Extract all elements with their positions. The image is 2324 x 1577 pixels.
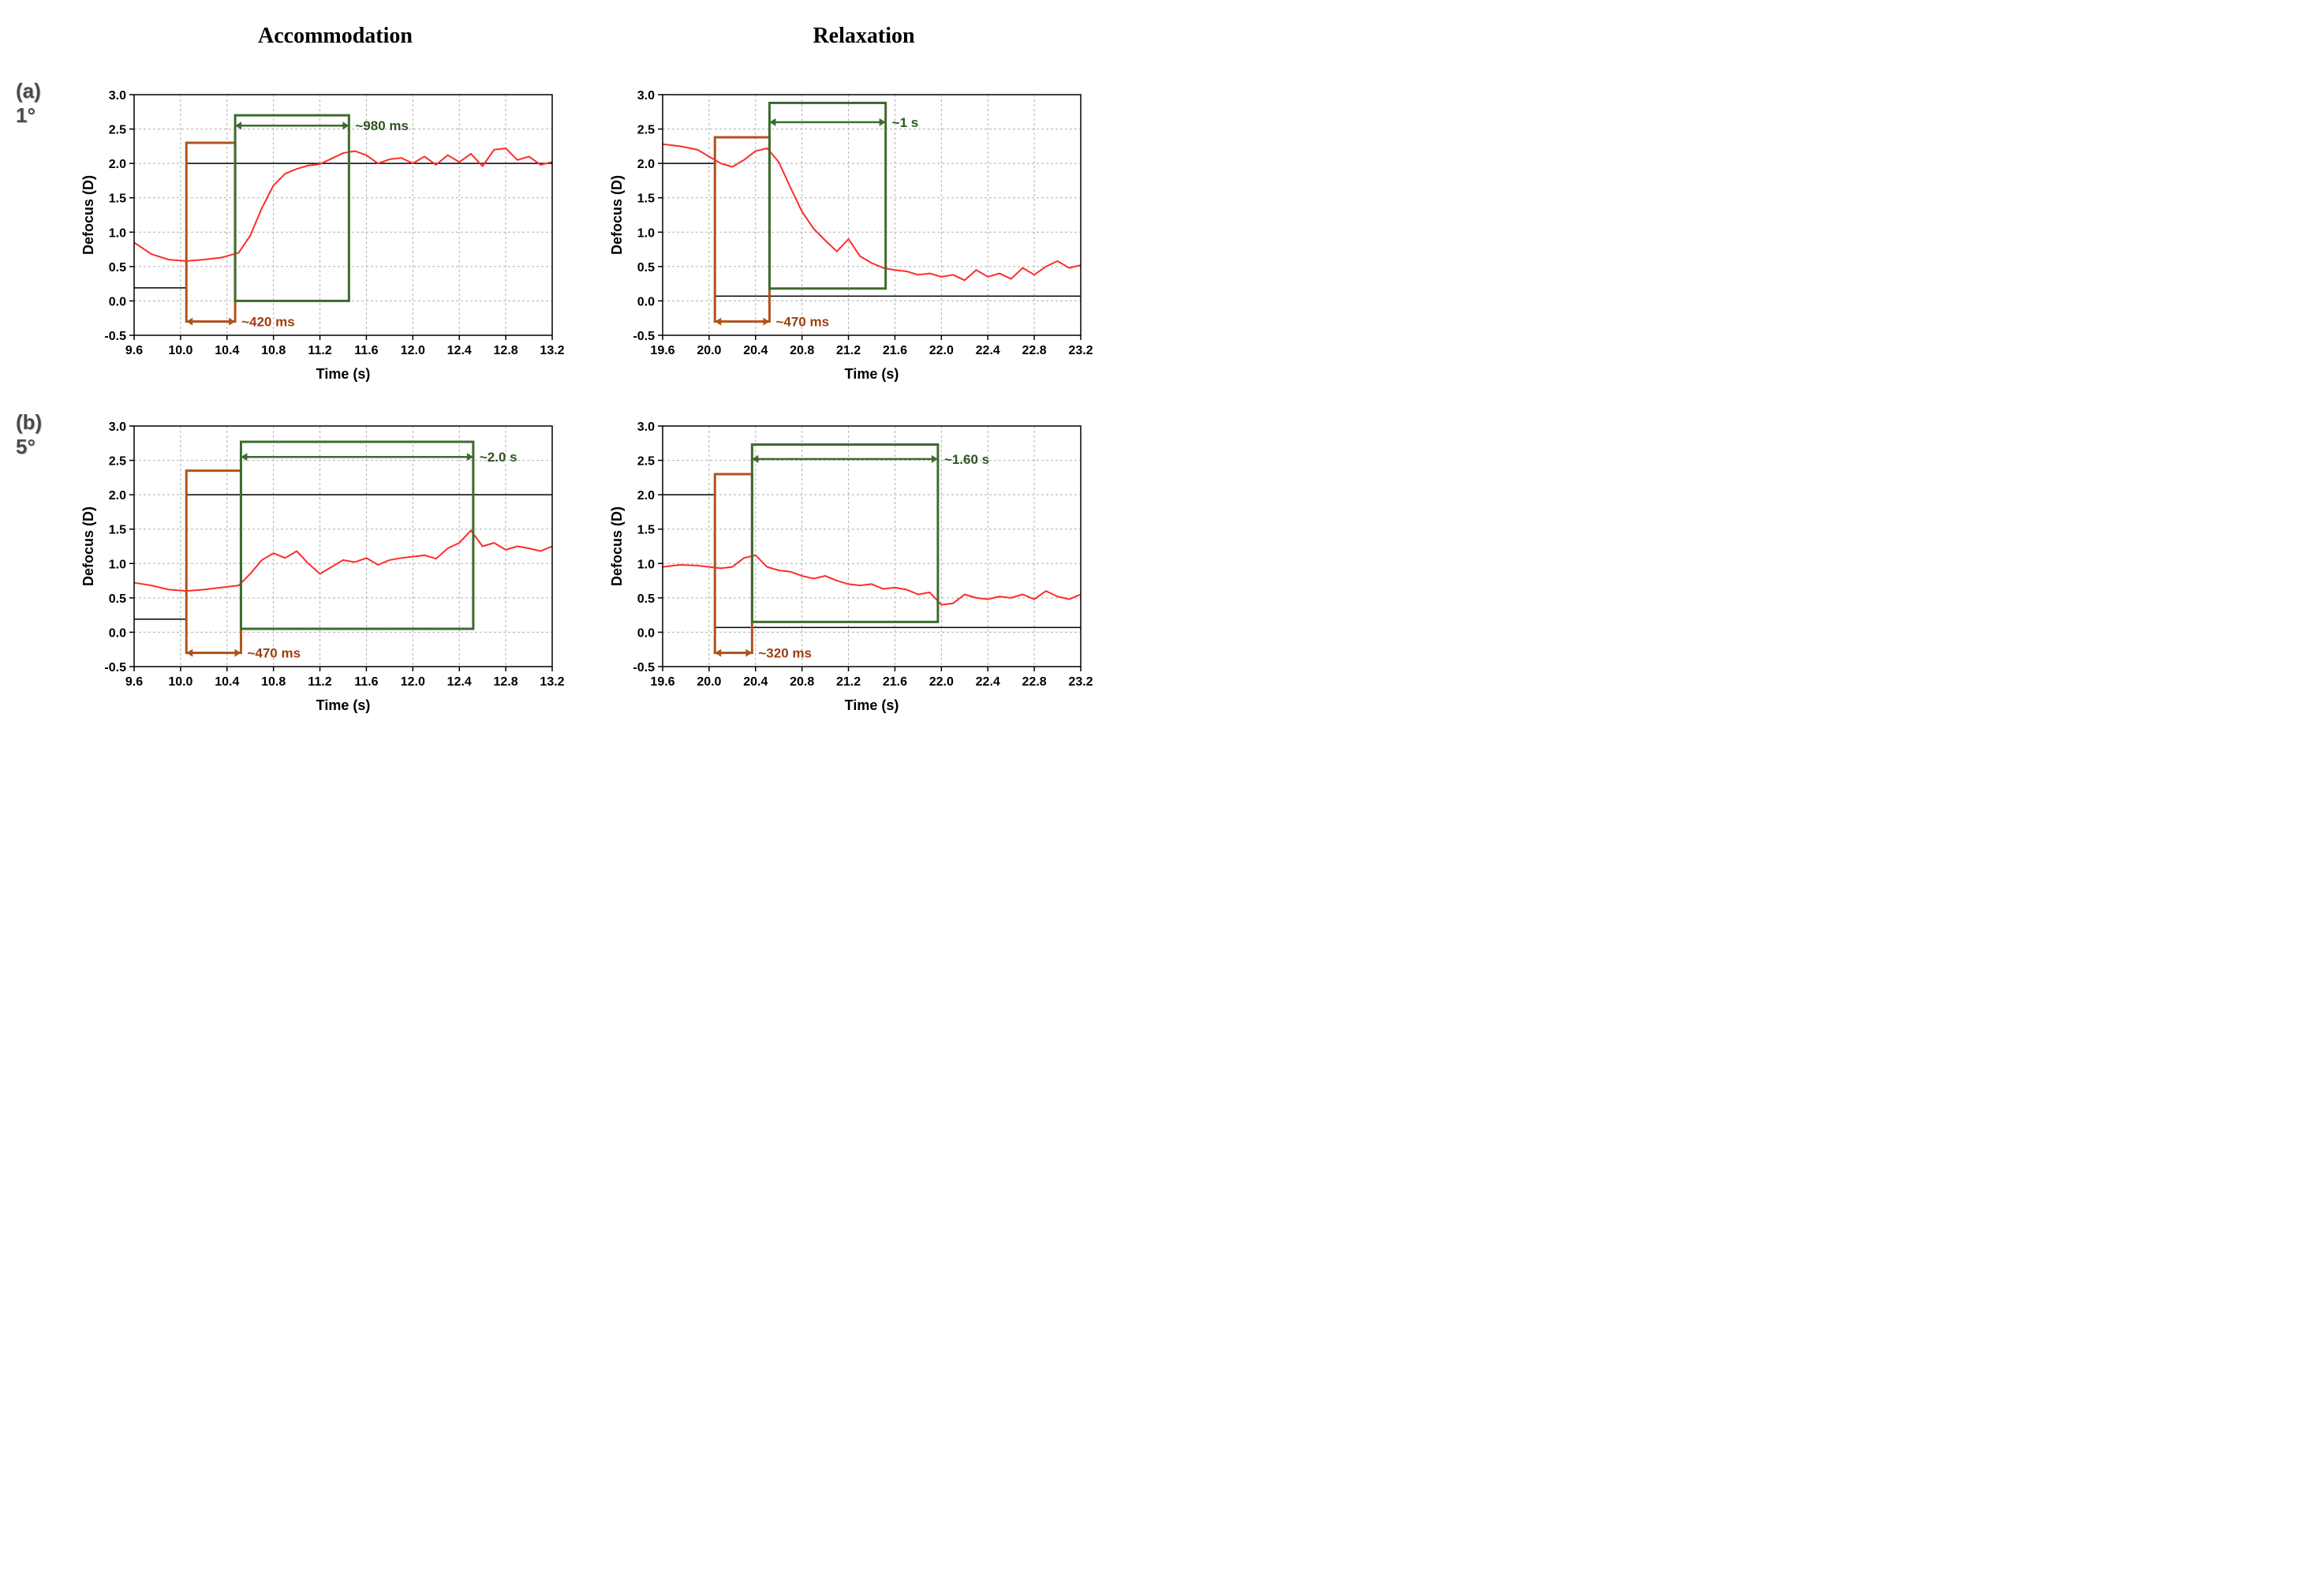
svg-text:-0.5: -0.5: [104, 330, 126, 343]
svg-text:0.5: 0.5: [109, 261, 126, 275]
svg-text:~1.60 s: ~1.60 s: [944, 452, 989, 467]
svg-text:3.0: 3.0: [637, 89, 655, 103]
svg-text:21.2: 21.2: [836, 675, 861, 689]
svg-text:Defocus (D): Defocus (D): [609, 506, 625, 586]
svg-text:0.0: 0.0: [109, 626, 126, 640]
figure-grid: Accommodation Relaxation (a) 1° ~420 ms~…: [16, 16, 1120, 718]
svg-text:3.0: 3.0: [109, 89, 126, 103]
svg-text:10.4: 10.4: [215, 675, 239, 689]
svg-text:2.5: 2.5: [637, 124, 655, 137]
svg-text:2.0: 2.0: [637, 158, 655, 171]
svg-text:1.0: 1.0: [109, 226, 126, 240]
svg-text:20.0: 20.0: [697, 675, 721, 689]
svg-text:-0.5: -0.5: [104, 661, 126, 675]
svg-text:21.6: 21.6: [883, 344, 907, 357]
svg-text:20.8: 20.8: [790, 675, 814, 689]
svg-text:1.5: 1.5: [637, 524, 655, 537]
svg-text:23.2: 23.2: [1068, 675, 1093, 689]
svg-text:20.8: 20.8: [790, 344, 814, 357]
chart-b-accommodation: ~470 ms ~2.0 s -0.5 0.0 0.5 1.0 1.5 2.0 2.5 3.0 9.…: [79, 402, 592, 718]
svg-text:~470 ms: ~470 ms: [247, 646, 301, 661]
chart-b-relaxation: ~320 ms ~1.60 s -0.5 0.0 0.5 1.0 1.5 2.0 2.5 3.0 1…: [607, 402, 1120, 718]
svg-text:12.8: 12.8: [494, 344, 518, 357]
svg-text:10.4: 10.4: [215, 344, 239, 357]
corner-spacer: [16, 16, 63, 55]
svg-text:22.0: 22.0: [929, 344, 954, 357]
svg-text:2.5: 2.5: [109, 455, 126, 469]
svg-text:20.4: 20.4: [743, 675, 768, 689]
svg-text:2.5: 2.5: [637, 455, 655, 469]
svg-text:2.0: 2.0: [109, 158, 126, 171]
svg-text:11.2: 11.2: [308, 344, 331, 357]
svg-text:~2.0 s: ~2.0 s: [480, 450, 517, 465]
column-header-accommodation: Accommodation: [79, 24, 592, 55]
svg-text:22.8: 22.8: [1022, 675, 1047, 689]
svg-text:~470 ms: ~470 ms: [775, 315, 829, 330]
svg-text:-0.5: -0.5: [633, 661, 655, 675]
svg-text:22.0: 22.0: [929, 675, 954, 689]
svg-text:3.0: 3.0: [637, 420, 655, 434]
svg-text:23.2: 23.2: [1068, 344, 1093, 357]
svg-text:20.0: 20.0: [697, 344, 721, 357]
svg-text:10.8: 10.8: [261, 344, 286, 357]
svg-text:13.2: 13.2: [540, 675, 564, 689]
svg-text:9.6: 9.6: [125, 344, 143, 357]
svg-text:~320 ms: ~320 ms: [758, 646, 812, 661]
svg-text:0.5: 0.5: [109, 592, 126, 606]
svg-text:3.0: 3.0: [109, 420, 126, 434]
svg-text:11.2: 11.2: [308, 675, 331, 689]
svg-text:-0.5: -0.5: [633, 330, 655, 343]
svg-text:1.0: 1.0: [109, 558, 126, 571]
svg-text:12.8: 12.8: [494, 675, 518, 689]
svg-text:19.6: 19.6: [650, 344, 674, 357]
svg-text:11.6: 11.6: [354, 675, 378, 689]
svg-text:20.4: 20.4: [743, 344, 768, 357]
svg-text:1.5: 1.5: [109, 524, 126, 537]
svg-text:~980 ms: ~980 ms: [355, 118, 409, 133]
svg-text:10.0: 10.0: [168, 344, 192, 357]
column-header-relaxation: Relaxation: [607, 24, 1120, 55]
svg-text:1.0: 1.0: [637, 226, 655, 240]
svg-text:0.0: 0.0: [637, 626, 655, 640]
svg-text:~1 s: ~1 s: [892, 115, 919, 130]
svg-text:1.5: 1.5: [637, 192, 655, 206]
svg-text:0.5: 0.5: [637, 592, 655, 606]
svg-text:12.0: 12.0: [401, 675, 425, 689]
svg-text:19.6: 19.6: [650, 675, 674, 689]
svg-text:13.2: 13.2: [540, 344, 564, 357]
svg-text:1.5: 1.5: [109, 192, 126, 206]
svg-text:Defocus (D): Defocus (D): [80, 175, 96, 255]
chart-a-relaxation: ~470 ms ~1 s -0.5 0.0 0.5 1.0 1.5 2.0 2.5 3.0 19.6…: [607, 71, 1120, 387]
svg-text:2.5: 2.5: [109, 124, 126, 137]
chart-a-accommodation: ~420 ms ~980 ms -0.5 0.0 0.5 1.0 1.5 2.0 2.5 3.0 9…: [79, 71, 592, 387]
svg-text:Time (s): Time (s): [845, 697, 899, 713]
row-label-b: (b) 5°: [16, 402, 63, 459]
svg-text:0.0: 0.0: [637, 295, 655, 308]
svg-text:Defocus (D): Defocus (D): [80, 506, 96, 586]
svg-text:12.0: 12.0: [401, 344, 425, 357]
svg-text:22.8: 22.8: [1022, 344, 1047, 357]
svg-text:Time (s): Time (s): [316, 697, 371, 713]
row-label-a: (a) 1°: [16, 71, 63, 128]
svg-text:21.6: 21.6: [883, 675, 907, 689]
svg-text:0.5: 0.5: [637, 261, 655, 275]
svg-text:1.0: 1.0: [637, 558, 655, 571]
svg-text:Defocus (D): Defocus (D): [609, 175, 625, 255]
svg-text:~420 ms: ~420 ms: [241, 315, 295, 330]
svg-text:22.4: 22.4: [976, 344, 1000, 357]
svg-text:0.0: 0.0: [109, 295, 126, 308]
svg-text:9.6: 9.6: [125, 675, 143, 689]
svg-text:2.0: 2.0: [637, 489, 655, 503]
svg-text:12.4: 12.4: [447, 344, 472, 357]
svg-text:12.4: 12.4: [447, 675, 472, 689]
svg-text:11.6: 11.6: [354, 344, 378, 357]
svg-text:22.4: 22.4: [976, 675, 1000, 689]
svg-text:Time (s): Time (s): [845, 366, 899, 382]
svg-text:10.8: 10.8: [261, 675, 286, 689]
svg-text:Time (s): Time (s): [316, 366, 371, 382]
svg-text:2.0: 2.0: [109, 489, 126, 503]
svg-text:10.0: 10.0: [168, 675, 192, 689]
svg-text:21.2: 21.2: [836, 344, 861, 357]
